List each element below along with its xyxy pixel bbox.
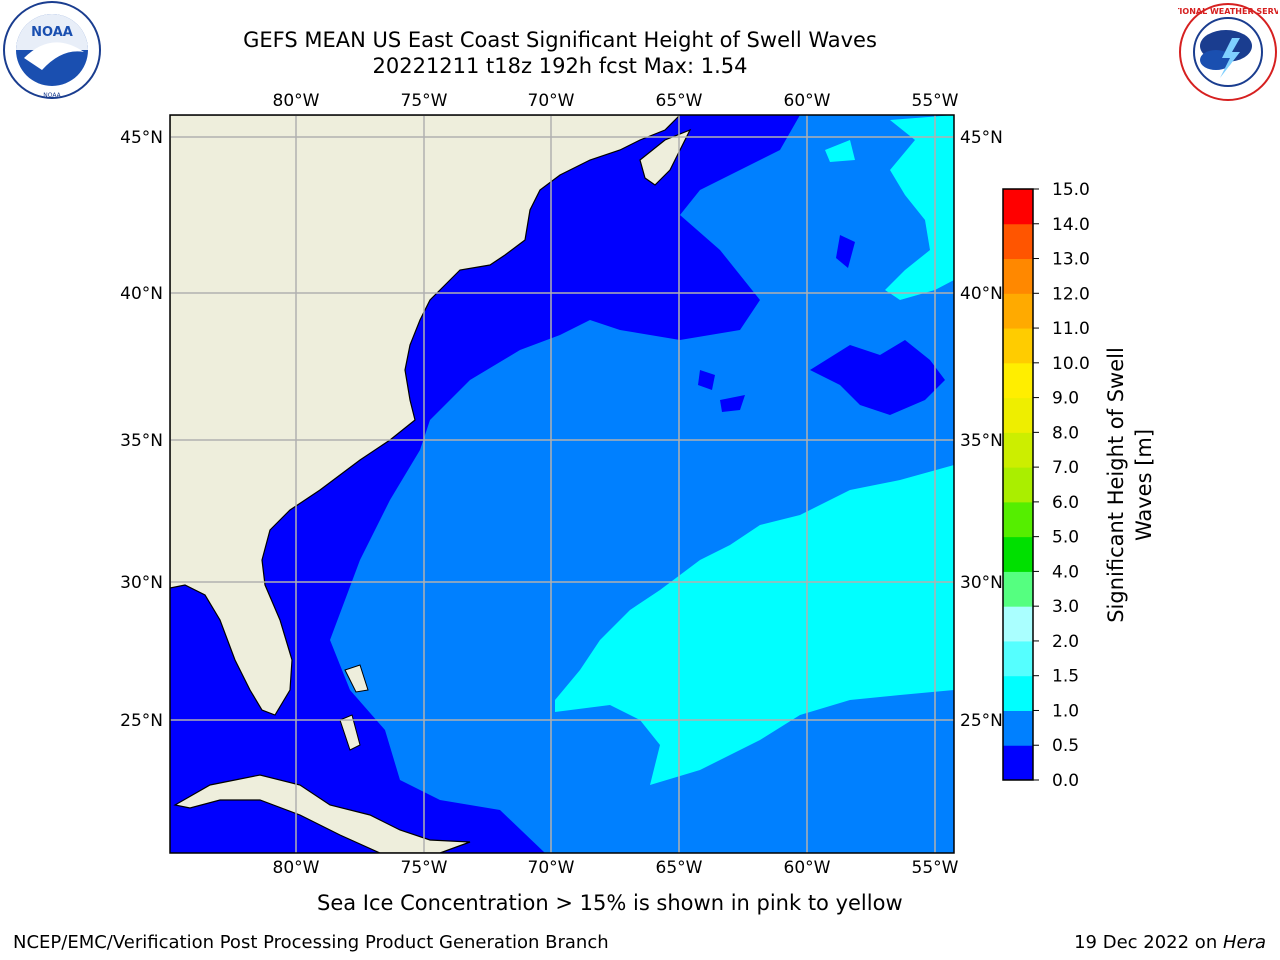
- footer-left: NCEP/EMC/Verification Post Processing Pr…: [13, 932, 609, 953]
- colorbar-segment: [1003, 189, 1033, 225]
- chart-title-line1: GEFS MEAN US East Coast Significant Heig…: [243, 28, 877, 52]
- noaa-logo-text: NOAA: [43, 92, 61, 99]
- colorbar-segment: [1003, 710, 1033, 746]
- lon-tick-label: 80°W: [273, 858, 320, 878]
- colorbar-tick-label: 12.0: [1052, 284, 1090, 304]
- land-cuba: [173, 774, 471, 853]
- colorbar-segment: [1003, 606, 1033, 642]
- colorbar-tick-label: 4.0: [1052, 562, 1079, 582]
- lat-tick-label: 45°N: [960, 128, 1003, 148]
- colorbar-segment: [1003, 432, 1033, 468]
- lat-tick-label: 45°N: [120, 128, 163, 148]
- noaa-logo-icon: NOAA NOAA: [2, 0, 102, 104]
- colorbar-tick-label: 10.0: [1052, 354, 1090, 374]
- colorbar-tick-label: 3.0: [1052, 597, 1079, 617]
- colorbar: 0.0 0.5 1.0 1.5 2.0 3.0 4.0 5.0 6.0 7.0 8.0 9.0 10.0…: [1002, 180, 1090, 791]
- map-figure: 80°W 80°W 75°W 75°W 70°W 70°W 65°W 65°W 60°W 60°W…: [120, 91, 1156, 878]
- ocean-swell-patch-low: [810, 340, 945, 415]
- colorbar-tick-label: 0.5: [1052, 736, 1079, 756]
- lat-tick-label: 25°N: [960, 711, 1003, 731]
- lat-tick-label: 40°N: [960, 284, 1003, 304]
- colorbar-segment: [1003, 223, 1033, 260]
- lon-tick-label: 55°W: [912, 858, 959, 878]
- ocean-swell-patch-low: [836, 235, 855, 268]
- lat-tick-label: 30°N: [120, 573, 163, 593]
- footer-right: 19 Dec 2022 on Hera: [1074, 932, 1266, 953]
- colorbar-segment: [1003, 328, 1033, 364]
- colorbar-tick-label: 15.0: [1052, 180, 1090, 200]
- lon-tick-label: 70°W: [528, 858, 575, 878]
- colorbar-segment: [1003, 536, 1033, 572]
- colorbar-tick-label: 6.0: [1052, 493, 1079, 513]
- ocean-swell-patch-high: [825, 140, 855, 162]
- colorbar-label-line1: Significant Height of Swell: [1104, 347, 1128, 623]
- map-panel: [170, 115, 954, 853]
- lon-tick-label: 60°W: [784, 91, 831, 111]
- colorbar-tick-label: 2.0: [1052, 632, 1079, 652]
- nws-logo-text: NATIONAL WEATHER SERVICE: [1178, 7, 1278, 16]
- chart-title-line2: 20221211 t18z 192h fcst Max: 1.54: [372, 54, 748, 78]
- svg-text:NOAA: NOAA: [31, 25, 73, 40]
- map-gridlines: [170, 115, 954, 853]
- sea-ice-caption: Sea Ice Concentration > 15% is shown in …: [317, 891, 903, 915]
- lon-tick-label: 80°W: [273, 91, 320, 111]
- lon-tick-label: 70°W: [528, 91, 575, 111]
- colorbar-tick-label: 8.0: [1052, 423, 1079, 443]
- land-bahamas: [339, 714, 361, 751]
- latitude-labels: 45°N 45°N 40°N 40°N 35°N 35°N 30°N 30°N 25°N 25°N: [120, 128, 1003, 731]
- colorbar-tick-label: 11.0: [1052, 319, 1090, 339]
- colorbar-tick-label: 9.0: [1052, 389, 1079, 409]
- lon-tick-label: 75°W: [401, 858, 448, 878]
- colorbar-segment: [1003, 467, 1033, 503]
- colorbar-segment: [1003, 293, 1033, 329]
- land-nova-scotia: [639, 128, 692, 186]
- colorbar-segment: [1003, 745, 1033, 781]
- colorbar-frame: [1002, 188, 1034, 781]
- colorbar-tick-label: 7.0: [1052, 458, 1079, 478]
- lon-tick-label: 60°W: [784, 858, 831, 878]
- lat-tick-label: 25°N: [120, 711, 163, 731]
- lat-tick-label: 30°N: [960, 573, 1003, 593]
- colorbar-label-line2: Waves [m]: [1132, 429, 1156, 541]
- land-bahamas: [344, 664, 369, 693]
- lon-tick-label: 75°W: [401, 91, 448, 111]
- colorbar-tick-label: 1.0: [1052, 701, 1079, 721]
- ocean-swell-patch-low: [720, 395, 745, 412]
- colorbar-tick-label: 5.0: [1052, 528, 1079, 548]
- colorbar-tick-label: 1.5: [1052, 667, 1079, 687]
- colorbar-segment: [1003, 362, 1033, 399]
- ocean-swell-patch-low: [698, 370, 715, 390]
- longitude-labels: 80°W 80°W 75°W 75°W 70°W 70°W 65°W 65°W 60°W 60°W…: [273, 91, 959, 878]
- colorbar-segment: [1003, 571, 1033, 607]
- lat-tick-label: 35°N: [120, 431, 163, 451]
- ocean-swell-1.0-1.5: [555, 465, 954, 785]
- nws-logo-icon: NATIONAL WEATHER SERVICE: [1162, 2, 1280, 106]
- map-frame: [169, 114, 955, 854]
- land-north-america: [170, 115, 681, 716]
- colorbar-segment: [1003, 675, 1033, 711]
- ocean-swell-patch-high: [885, 115, 954, 300]
- lon-tick-label: 55°W: [912, 91, 959, 111]
- colorbar-tick-label: 14.0: [1052, 215, 1090, 235]
- lon-tick-label: 65°W: [656, 858, 703, 878]
- footer-date: 19 Dec 2022 on: [1074, 932, 1223, 953]
- colorbar-tick-label: 0.0: [1052, 771, 1079, 791]
- lat-tick-label: 35°N: [960, 431, 1003, 451]
- colorbar-tick-label: 13.0: [1052, 250, 1090, 270]
- colorbar-segment: [1003, 640, 1033, 677]
- colorbar-segment: [1003, 397, 1033, 433]
- colorbar-segment: [1003, 258, 1033, 294]
- colorbar-segment: [1003, 501, 1033, 538]
- lon-tick-label: 65°W: [656, 91, 703, 111]
- footer-host: Hera: [1222, 932, 1266, 953]
- lat-tick-label: 40°N: [120, 284, 163, 304]
